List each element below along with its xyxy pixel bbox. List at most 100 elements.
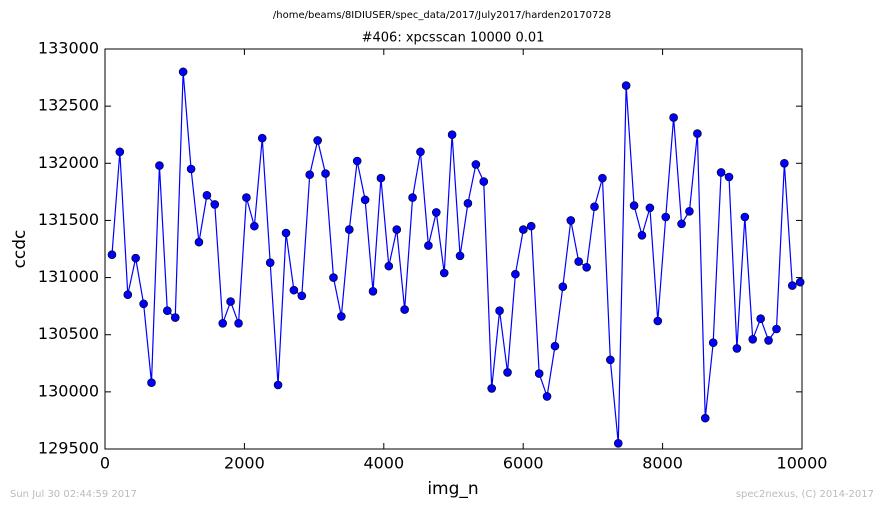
y-tick-label: 131000 (38, 267, 99, 286)
data-point (234, 318, 243, 328)
data-point (392, 225, 402, 234)
x-axis-label: img_n (427, 479, 478, 499)
y-tick-label: 130500 (38, 324, 99, 343)
data-point (455, 251, 465, 261)
data-point (780, 158, 789, 168)
y-axis-label: ccdc (10, 230, 30, 269)
data-point (115, 147, 125, 157)
data-point (202, 190, 212, 200)
data-point (550, 341, 560, 351)
data-point (313, 136, 322, 145)
data-point (756, 314, 765, 324)
y-tick-label: 129500 (38, 439, 99, 458)
data-point (621, 81, 631, 90)
data-point (408, 193, 417, 202)
data-point (566, 216, 576, 225)
data-point (123, 290, 133, 300)
data-point (526, 221, 536, 231)
data-point (463, 198, 473, 208)
data-point (186, 164, 196, 174)
data-point (582, 262, 591, 272)
data-point (637, 230, 647, 240)
data-point (645, 203, 655, 213)
data-point (178, 67, 188, 77)
data-point (447, 130, 457, 140)
data-point (163, 306, 172, 316)
data-point (795, 277, 805, 287)
data-point (344, 225, 354, 234)
data-point (416, 147, 425, 157)
data-point (170, 313, 180, 322)
data-point (590, 202, 599, 212)
data-point (155, 161, 164, 170)
y-tick-label: 132500 (38, 96, 99, 115)
data-point (542, 392, 552, 401)
data-point (487, 384, 496, 393)
data-point (519, 225, 528, 234)
data-point (661, 212, 671, 222)
data-point (613, 438, 623, 448)
data-point (400, 305, 409, 314)
data-point (606, 355, 615, 365)
data-point (685, 206, 694, 216)
data-point (368, 286, 378, 296)
data-point (700, 413, 710, 423)
data-point (281, 228, 291, 238)
data-point (748, 334, 758, 344)
data-point (693, 129, 702, 138)
data-point (376, 173, 386, 183)
data-point (724, 172, 734, 182)
data-point (305, 170, 315, 180)
data-point (479, 177, 489, 186)
data-point (131, 253, 140, 263)
data-point (471, 160, 481, 169)
data-point (147, 378, 156, 388)
data-point (139, 299, 148, 309)
footer-credit: spec2nexus, (C) 2014-2017 (736, 489, 874, 500)
data-point (439, 268, 449, 278)
data-point (677, 219, 686, 229)
data-point (297, 291, 307, 301)
x-tick-label: 10000 (777, 454, 828, 473)
footer-date: Sun Jul 30 02:44:59 2017 (10, 489, 137, 500)
y-tick-label: 133000 (38, 39, 99, 58)
data-line (111, 71, 801, 444)
data-point (360, 195, 370, 205)
data-point (257, 133, 267, 143)
data-point (265, 258, 275, 268)
data-point (772, 324, 781, 334)
data-point (194, 237, 204, 247)
data-point (653, 316, 663, 326)
x-tick-label: 0 (100, 454, 110, 473)
x-tick-label: 8000 (642, 454, 683, 473)
data-point (574, 257, 583, 266)
data-point (511, 269, 520, 279)
data-point (226, 297, 235, 306)
y-tick-label: 132000 (38, 153, 99, 172)
data-point (321, 169, 330, 178)
data-point (708, 338, 718, 348)
data-point (629, 201, 639, 210)
data-point (431, 208, 441, 217)
data-point (788, 281, 797, 290)
data-point (424, 241, 433, 250)
suptitle: /home/beams/8IDIUSER/spec_data/2017/July… (273, 10, 611, 21)
data-point (329, 273, 338, 282)
data-point (107, 250, 117, 260)
data-point (289, 285, 299, 295)
data-point (337, 312, 346, 321)
data-point (273, 380, 283, 390)
x-tick-label: 4000 (363, 454, 404, 473)
data-point (669, 113, 678, 122)
data-point (716, 168, 726, 177)
data-point (558, 282, 568, 292)
data-point (352, 156, 362, 166)
data-point (210, 200, 220, 209)
data-point (740, 212, 750, 222)
data-point (250, 221, 259, 231)
data-point (534, 369, 544, 378)
data-point (218, 318, 228, 328)
plot-frame (104, 48, 803, 450)
y-tick-label: 130000 (38, 381, 99, 400)
